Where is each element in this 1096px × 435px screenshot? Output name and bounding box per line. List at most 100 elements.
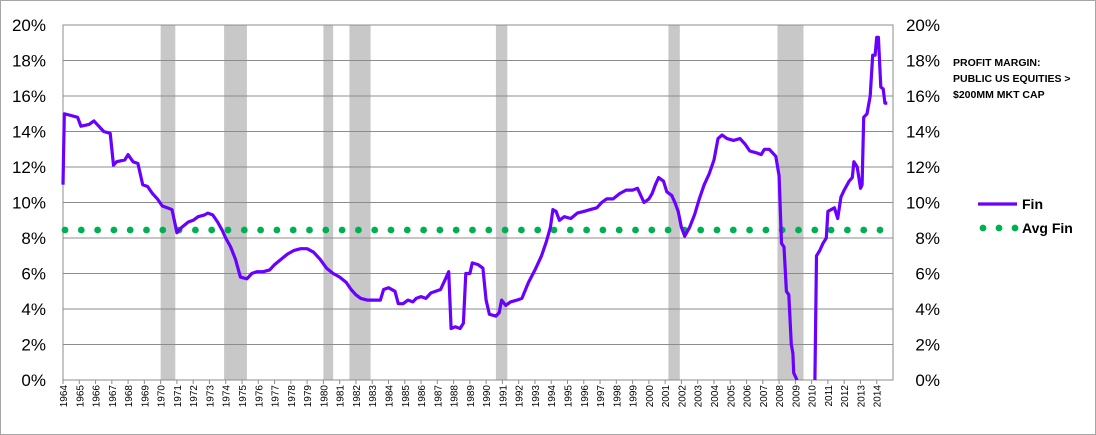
annotation-line: $200MM MKT CAP bbox=[953, 89, 1045, 101]
x-tick-label: 1985 bbox=[401, 385, 412, 408]
x-tick-label: 1974 bbox=[222, 385, 233, 408]
x-tick-label: 1973 bbox=[205, 385, 216, 408]
y-tick-label-right: 20% bbox=[906, 16, 940, 35]
x-tick-label: 1981 bbox=[336, 385, 347, 408]
x-tick-label: 2008 bbox=[775, 385, 786, 408]
legend: Fin Avg Fin bbox=[978, 196, 1073, 236]
avg-fin-dot bbox=[159, 226, 167, 234]
avg-fin-dot bbox=[436, 226, 444, 234]
legend-avg-dot bbox=[995, 224, 1003, 232]
legend-avg-label: Avg Fin bbox=[1022, 220, 1073, 236]
legend-avg-dot bbox=[979, 224, 987, 232]
avg-fin-dot bbox=[208, 226, 216, 234]
avg-fin-dot bbox=[452, 226, 460, 234]
avg-fin-dot bbox=[664, 226, 672, 234]
x-tick-label: 2004 bbox=[710, 385, 721, 408]
x-axis: 1964 1965 1966 1967 1968 1969 1970 1971 1972 1973… bbox=[59, 380, 884, 407]
y-axis-left: 0% 2% 4% 6% 8% 10% 12% 14% 16% 18% 20% bbox=[12, 16, 46, 390]
avg-fin-dot bbox=[827, 226, 835, 234]
y-axis-right: 0% 2% 4% 6% 8% 10% 12% 14% 16% 18% 20% bbox=[906, 16, 940, 390]
y-tick-label-right: 4% bbox=[915, 300, 940, 319]
x-tick-label: 1996 bbox=[580, 385, 591, 408]
x-tick-label: 1982 bbox=[352, 385, 363, 408]
avg-fin-dot bbox=[338, 226, 346, 234]
avg-fin-dot bbox=[240, 226, 248, 234]
x-tick-label: 1991 bbox=[498, 385, 509, 408]
x-tick-label: 1992 bbox=[515, 385, 526, 408]
y-tick-label-right: 10% bbox=[906, 194, 940, 213]
avg-fin-dot bbox=[143, 226, 150, 234]
y-tick-label-left: 0% bbox=[21, 371, 46, 390]
avg-fin-dot bbox=[94, 226, 101, 234]
avg-fin-dot bbox=[61, 226, 69, 234]
y-tick-label-right: 14% bbox=[906, 123, 940, 142]
x-tick-label: 2005 bbox=[726, 385, 737, 408]
y-tick-label-right: 18% bbox=[906, 52, 940, 71]
x-tick-label: 1967 bbox=[108, 385, 119, 408]
avg-fin-dot bbox=[713, 226, 721, 234]
x-tick-label: 1968 bbox=[124, 385, 135, 408]
y-tick-label-left: 20% bbox=[12, 16, 46, 35]
avg-fin-dot bbox=[729, 226, 737, 234]
x-tick-label: 1977 bbox=[271, 385, 282, 408]
avg-fin-dot bbox=[795, 226, 802, 234]
y-tick-label-left: 6% bbox=[21, 265, 46, 284]
x-tick-label: 2001 bbox=[661, 385, 672, 408]
plot-border bbox=[62, 24, 894, 381]
x-tick-label: 1993 bbox=[531, 385, 542, 408]
avg-fin-dot bbox=[110, 226, 118, 234]
x-tick-label: 1994 bbox=[547, 385, 558, 408]
x-tick-label: 1999 bbox=[629, 385, 640, 408]
y-tick-label-left: 16% bbox=[12, 87, 46, 106]
y-tick-label-left: 4% bbox=[21, 300, 46, 319]
avg-fin-dot bbox=[566, 226, 574, 234]
y-tick-label-right: 0% bbox=[915, 371, 940, 390]
x-tick-label: 2010 bbox=[808, 385, 819, 408]
x-tick-label: 1989 bbox=[466, 385, 477, 408]
x-tick-label: 1988 bbox=[450, 385, 461, 408]
avg-fin-dot bbox=[322, 226, 330, 234]
x-tick-label: 1983 bbox=[368, 385, 379, 408]
avg-fin-dot bbox=[126, 226, 134, 234]
y-tick-label-right: 16% bbox=[906, 87, 940, 106]
x-tick-label: 1980 bbox=[319, 385, 330, 408]
annotation-line: PROFIT MARGIN: bbox=[953, 57, 1041, 69]
y-tick-label-right: 6% bbox=[915, 265, 940, 284]
x-tick-label: 2012 bbox=[840, 385, 851, 408]
x-tick-label: 1998 bbox=[612, 385, 623, 408]
x-tick-label: 1990 bbox=[482, 385, 493, 408]
y-tick-label-right: 2% bbox=[915, 336, 940, 355]
avg-fin-dot bbox=[403, 226, 411, 234]
y-tick-label-right: 12% bbox=[906, 158, 940, 177]
x-tick-label: 2009 bbox=[791, 385, 802, 408]
x-tick-label: 1995 bbox=[564, 385, 575, 408]
avg-fin-dot bbox=[811, 226, 819, 234]
fin-series-line bbox=[61, 112, 799, 381]
avg-fin-dot bbox=[697, 226, 705, 234]
legend-fin-label: Fin bbox=[1022, 196, 1043, 212]
legend-avg-dot bbox=[1011, 224, 1019, 232]
avg-fin-dot bbox=[860, 226, 868, 234]
x-tick-label: 1984 bbox=[384, 385, 395, 408]
avg-fin-dot bbox=[224, 226, 232, 234]
avg-fin-dot bbox=[615, 226, 623, 234]
x-tick-label: 1987 bbox=[433, 385, 444, 408]
x-tick-label: 2011 bbox=[824, 385, 835, 407]
y-tick-label-left: 10% bbox=[12, 194, 46, 213]
x-tick-label: 1970 bbox=[157, 385, 168, 408]
x-tick-label: 2006 bbox=[743, 385, 754, 408]
x-tick-label: 1978 bbox=[287, 385, 298, 408]
x-tick-label: 1975 bbox=[238, 385, 249, 408]
x-tick-label: 2014 bbox=[873, 385, 884, 408]
y-tick-label-left: 18% bbox=[12, 52, 46, 71]
x-tick-label: 2007 bbox=[759, 385, 770, 408]
avg-fin-dot bbox=[387, 226, 395, 234]
avg-fin-dot bbox=[306, 226, 313, 234]
avg-fin-dot bbox=[273, 226, 281, 234]
x-tick-label: 2013 bbox=[856, 385, 867, 408]
avg-fin-dot bbox=[648, 226, 656, 234]
x-tick-label: 1966 bbox=[92, 385, 103, 408]
x-tick-label: 1971 bbox=[173, 385, 184, 408]
avg-fin-dot bbox=[355, 226, 362, 234]
